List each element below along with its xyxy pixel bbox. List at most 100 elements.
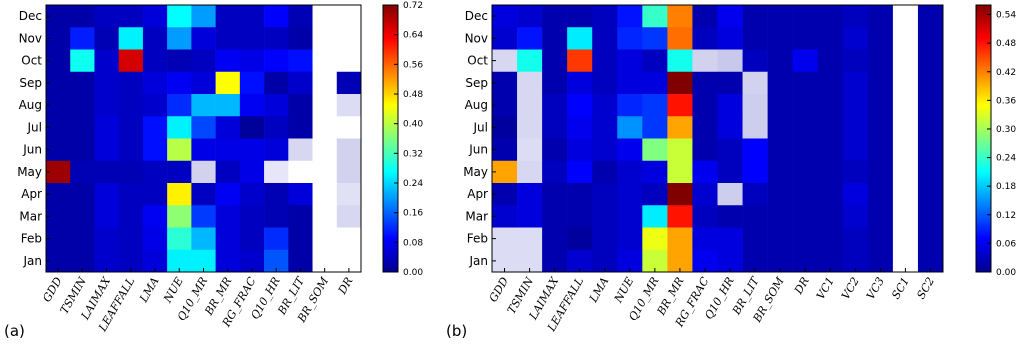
panel-label: (b) bbox=[446, 322, 467, 340]
heatmap-cell-oct-lma bbox=[142, 49, 168, 73]
heatmap-cell-nov-q10-mr bbox=[642, 27, 668, 50]
heatmap-cell-apr-sc2 bbox=[917, 183, 944, 206]
heatmap-cell-dec-nue bbox=[617, 5, 643, 28]
heatmap-cell-jun-vc3 bbox=[867, 138, 894, 162]
heatmap-cell-feb-dr bbox=[792, 227, 819, 251]
colorbar-tick-label: 0.56 bbox=[403, 60, 423, 70]
heatmap-cell-may-vc1 bbox=[817, 160, 844, 184]
heatmap-cell-sep-br-mr bbox=[215, 71, 241, 95]
heatmap-cell-aug-tsmin bbox=[517, 94, 543, 117]
heatmap-cell-mar-vc1 bbox=[817, 205, 844, 228]
heatmap-cell-apr-q10-hr bbox=[717, 183, 743, 206]
heatmap-cell-mar-leaffall bbox=[118, 205, 144, 228]
heatmap-cell-jun-laimax bbox=[94, 138, 119, 162]
heatmap-cell-sep-rg-frac bbox=[692, 71, 718, 95]
heatmap-cell-jul-br-som bbox=[767, 116, 793, 139]
x-tick-label: DR bbox=[335, 275, 355, 297]
heatmap-cell-may-vc3 bbox=[867, 160, 894, 184]
heatmap-cell-jul-br-som bbox=[312, 116, 338, 139]
x-tick-label: LMA bbox=[137, 275, 162, 305]
colorbar-tick-label: 0.00 bbox=[403, 268, 423, 278]
heatmap-cell-nov-laimax bbox=[542, 27, 568, 50]
heatmap-cell-oct-dr bbox=[792, 49, 819, 73]
heatmap-cell-mar-tsmin bbox=[70, 205, 95, 228]
heatmap-cell-jan-dr bbox=[336, 249, 362, 273]
heatmap-cell-jan-vc2 bbox=[842, 249, 869, 273]
heatmap-cell-may-sc1 bbox=[892, 160, 919, 184]
y-tick-label: Mar bbox=[19, 209, 42, 223]
heatmap-cell-dec-leaffall bbox=[118, 5, 144, 28]
heatmap-cell-aug-br-mr bbox=[667, 94, 693, 117]
heatmap-cell-feb-dr bbox=[336, 227, 362, 251]
colorbar-tick-label: 0.54 bbox=[996, 11, 1016, 21]
heatmap-cell-may-q10-hr bbox=[264, 160, 289, 184]
heatmap-cell-feb-q10-hr bbox=[264, 227, 289, 251]
heatmap-cell-feb-vc1 bbox=[817, 227, 844, 251]
heatmap-cell-jun-lma bbox=[592, 138, 618, 162]
heatmap-cell-aug-br-som bbox=[312, 94, 338, 117]
heatmap-cell-oct-gdd bbox=[46, 49, 71, 73]
heatmap-cell-aug-dr bbox=[336, 94, 362, 117]
heatmap-cell-sep-vc1 bbox=[817, 71, 844, 95]
heatmap-cell-jun-laimax bbox=[542, 138, 568, 162]
heatmap-cell-nov-sc1 bbox=[892, 27, 919, 50]
heatmap-cell-may-lma bbox=[142, 160, 168, 184]
heatmap-cell-feb-leaffall bbox=[118, 227, 144, 251]
heatmap-cell-mar-q10-hr bbox=[717, 205, 743, 228]
heatmap-cell-jun-lma bbox=[142, 138, 168, 162]
heatmap-cell-sep-vc2 bbox=[842, 71, 869, 95]
heatmap-cell-may-dr bbox=[792, 160, 819, 184]
heatmap-cell-jan-q10-mr bbox=[191, 249, 216, 273]
heatmap-cell-oct-gdd bbox=[492, 49, 518, 73]
heatmap-cell-oct-br-som bbox=[767, 49, 793, 73]
heatmap-cell-jun-br-som bbox=[767, 138, 793, 162]
heatmap-cell-dec-laimax bbox=[542, 5, 568, 28]
x-tick-label: SC2 bbox=[914, 275, 937, 301]
heatmap-cell-apr-lma bbox=[142, 183, 168, 206]
heatmap-cell-jun-br-mr bbox=[667, 138, 693, 162]
heatmap-cell-apr-dr bbox=[792, 183, 819, 206]
x-tick-label: GDD bbox=[487, 275, 512, 305]
heatmap-cell-sep-br-som bbox=[767, 71, 793, 95]
heatmap-cell-jun-q10-hr bbox=[717, 138, 743, 162]
heatmap-cell-nov-leaffall bbox=[567, 27, 593, 50]
y-tick-label: May bbox=[17, 165, 42, 179]
heatmap-cell-aug-rg-frac bbox=[692, 94, 718, 117]
heatmap-cell-jul-lma bbox=[592, 116, 618, 139]
heatmap-cell-apr-laimax bbox=[94, 183, 119, 206]
heatmap-cell-dec-br-mr bbox=[215, 5, 241, 28]
heatmap-cell-jun-tsmin bbox=[70, 138, 95, 162]
heatmap-cell-mar-nue bbox=[617, 205, 643, 228]
heatmap-cell-mar-dr bbox=[792, 205, 819, 228]
colorbar bbox=[975, 4, 992, 273]
heatmap-cell-jul-gdd bbox=[492, 116, 518, 139]
y-tick-label: Jun bbox=[22, 143, 42, 157]
heatmap-cell-aug-lma bbox=[592, 94, 618, 117]
heatmap-cell-oct-leaffall bbox=[118, 49, 144, 73]
heatmap-cell-jul-nue bbox=[617, 116, 643, 139]
heatmap-cell-sep-sc2 bbox=[917, 71, 944, 95]
heatmap-cell-nov-lma bbox=[142, 27, 168, 50]
heatmap-cell-nov-dr bbox=[792, 27, 819, 50]
heatmap-cell-dec-nue bbox=[167, 5, 192, 28]
heatmap-cell-nov-br-som bbox=[767, 27, 793, 50]
heatmap-cell-jan-q10-mr bbox=[642, 249, 668, 273]
heatmap-cell-nov-lma bbox=[592, 27, 618, 50]
heatmap-cell-sep-nue bbox=[167, 71, 192, 95]
heatmap-cell-feb-vc3 bbox=[867, 227, 894, 251]
heatmap-cell-nov-dr bbox=[336, 27, 362, 50]
heatmap-cell-feb-laimax bbox=[542, 227, 568, 251]
heatmap-cell-jun-q10-mr bbox=[642, 138, 668, 162]
x-tick-label: NUE bbox=[161, 275, 186, 306]
heatmap-cell-apr-br-mr bbox=[667, 183, 693, 206]
heatmap-cell-may-leaffall bbox=[567, 160, 593, 184]
heatmap-cell-aug-vc2 bbox=[842, 94, 869, 117]
heatmap-cell-jan-br-lit bbox=[742, 249, 768, 273]
x-tick-label: VC2 bbox=[839, 275, 862, 302]
heatmap-cell-feb-rg-frac bbox=[239, 227, 265, 251]
heatmap-cell-jun-tsmin bbox=[517, 138, 543, 162]
heatmap-cell-jul-rg-frac bbox=[239, 116, 265, 139]
heatmap-cell-jun-br-som bbox=[312, 138, 338, 162]
heatmap-cell-jan-q10-hr bbox=[717, 249, 743, 273]
heatmap-panel-b: DecNovOctSepAugJulJunMayAprMarFebJanGDDT… bbox=[446, 4, 1016, 340]
